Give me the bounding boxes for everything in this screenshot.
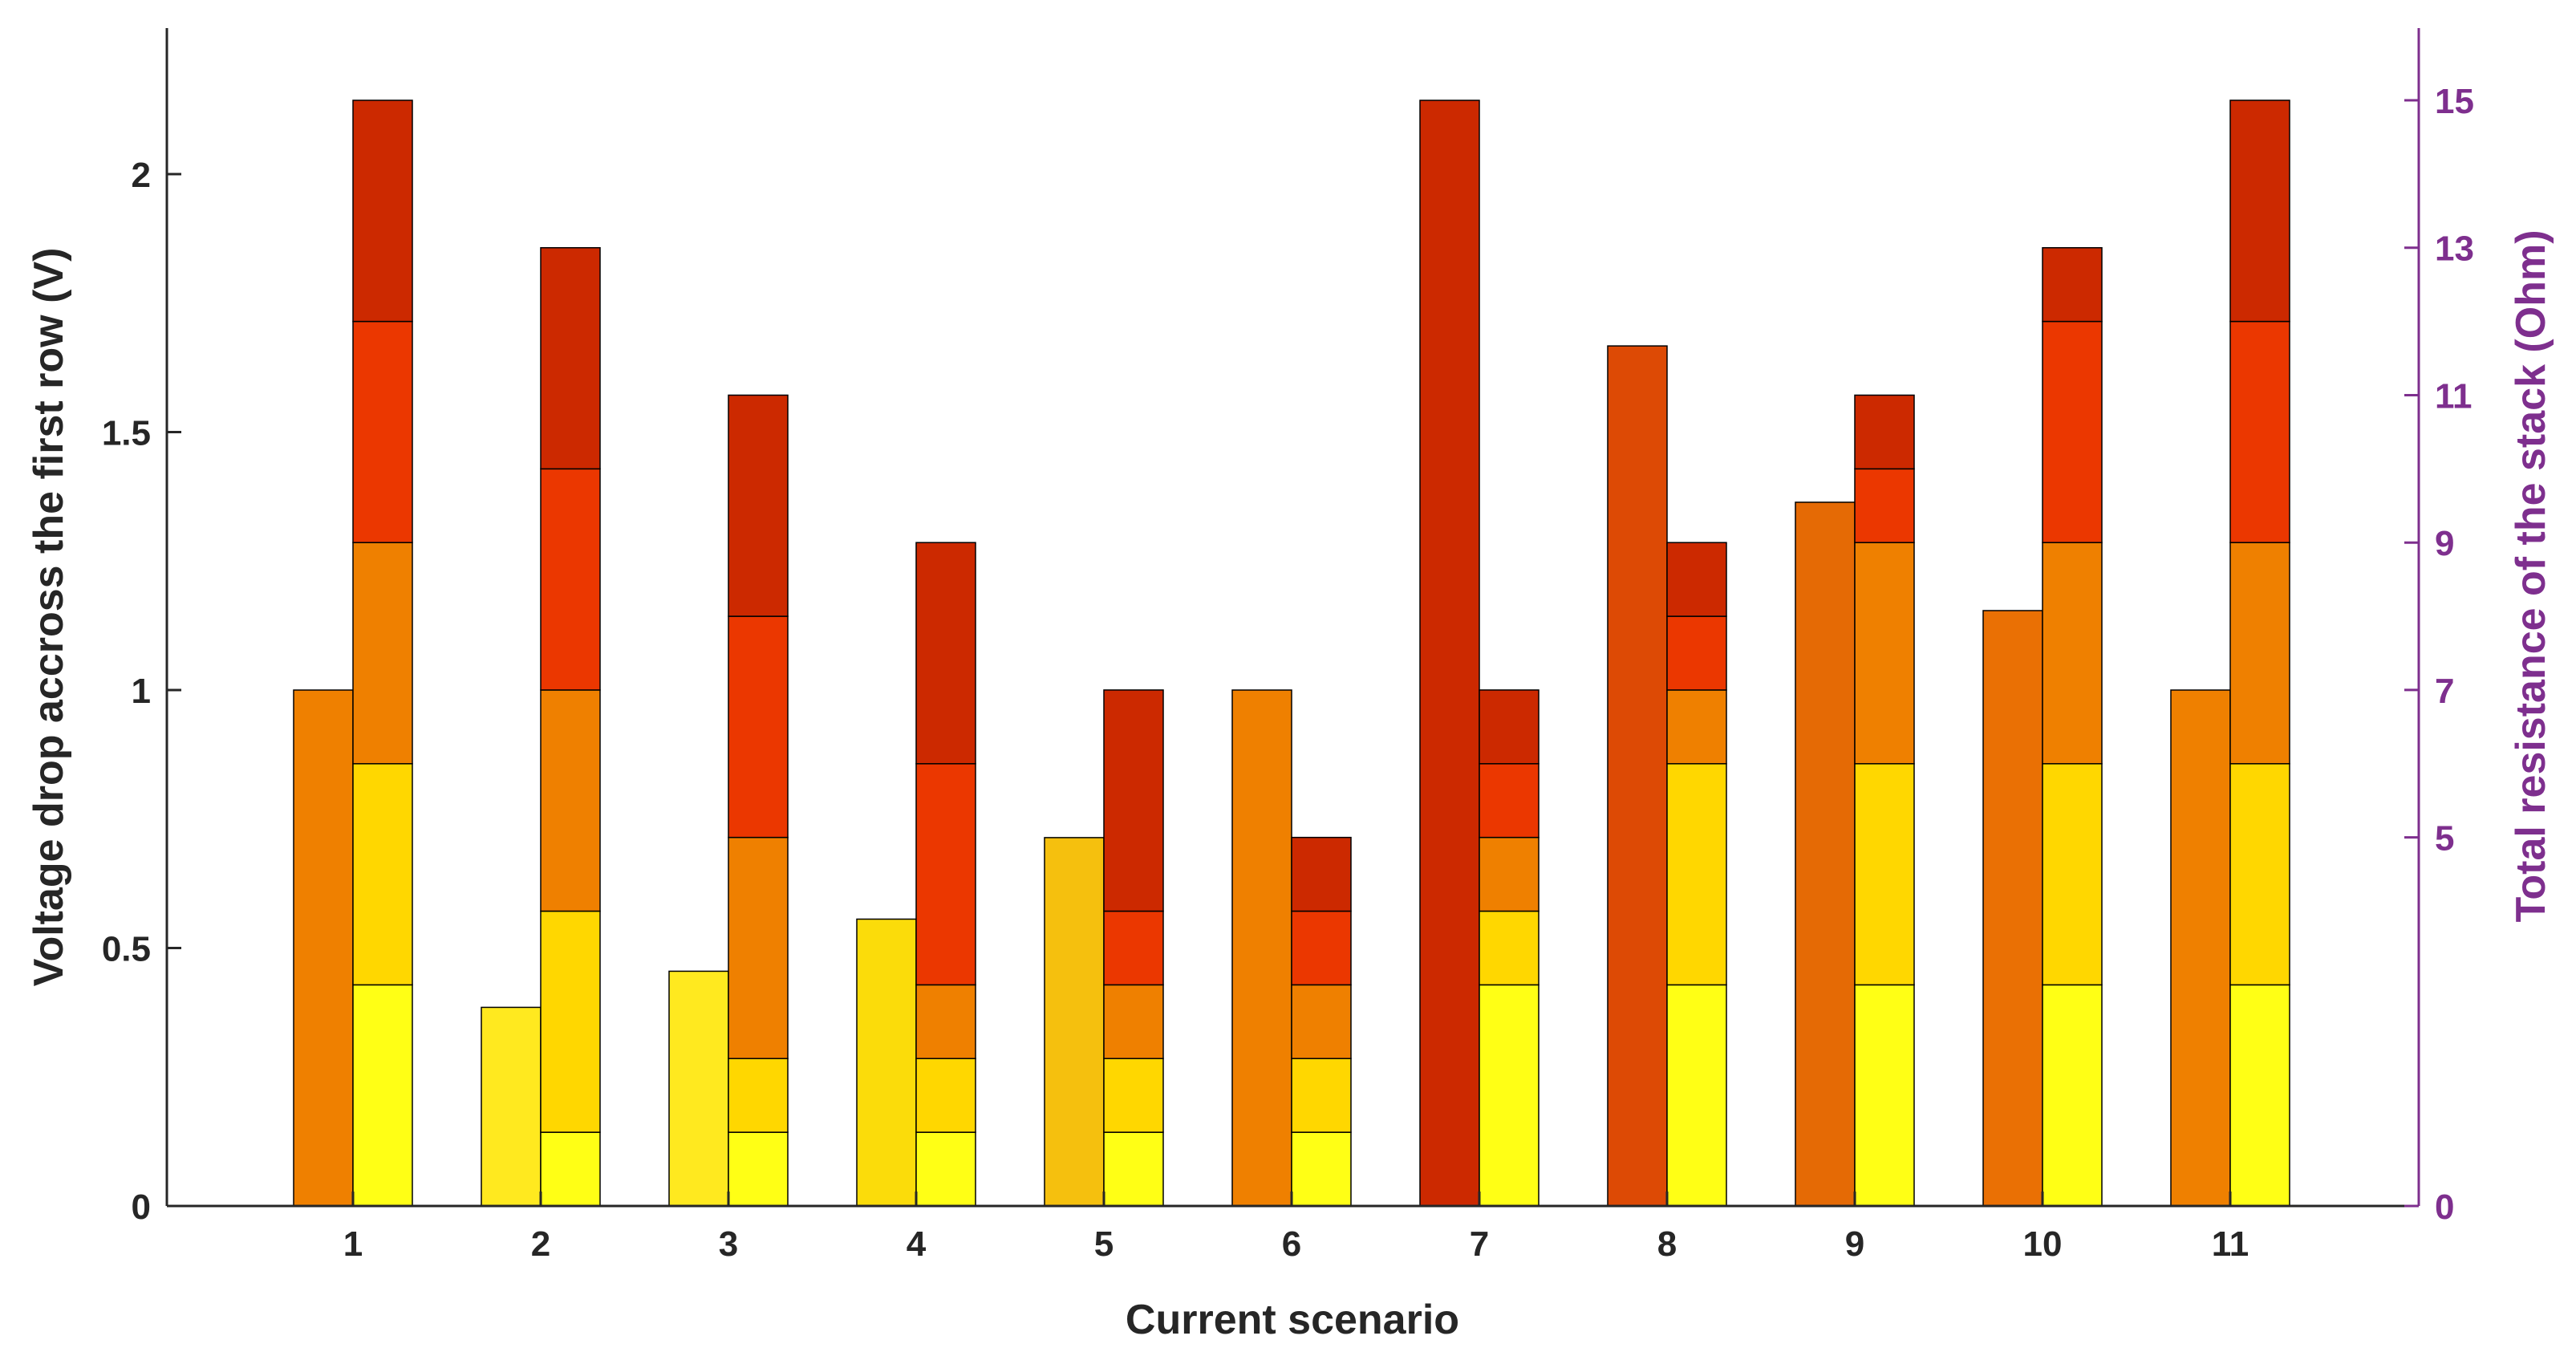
resistance-segment-8-3 [1666,689,1727,765]
left-y-ticks: 0 0.5 1 1.5 2 [102,156,181,1227]
resistance-segment-9-2 [1854,763,1915,986]
resistance-segment-2-1 [540,1131,601,1207]
voltage-bar-11 [2170,689,2231,1207]
resistance-segment-11-2 [2229,763,2290,986]
resistance-segment-10-2 [2042,763,2103,986]
resistance-segment-3-3 [728,836,789,1060]
resistance-segment-5-3 [1103,984,1164,1060]
right-tick-label-2: 7 [2435,672,2454,711]
resistance-segment-6-4 [1291,910,1352,986]
resistance-segment-9-5 [1854,394,1915,470]
x-tick-label-7: 7 [1470,1224,1489,1264]
resistance-segment-8-4 [1666,615,1727,691]
resistance-segment-4-3 [915,984,976,1060]
voltage-bar-9 [1795,501,1856,1207]
resistance-segment-8-2 [1666,763,1727,986]
resistance-segment-6-2 [1291,1058,1352,1133]
resistance-segment-7-3 [1479,836,1540,912]
left-tick-label-2: 1 [132,672,151,711]
resistance-segment-10-1 [2042,984,2103,1207]
resistance-segment-6-3 [1291,984,1352,1060]
x-tick-label-10: 10 [2023,1224,2063,1264]
right-tick-label-0: 0 [2435,1188,2454,1227]
left-tick-label-0: 0 [132,1188,151,1227]
resistance-segment-9-4 [1854,468,1915,543]
x-tick-label-8: 8 [1657,1224,1677,1264]
resistance-segment-8-5 [1666,542,1727,617]
left-tick-label-3: 1.5 [102,414,151,453]
resistance-segment-2-2 [540,910,601,1133]
resistance-segment-10-3 [2042,542,2103,765]
right-tick-label-3: 9 [2435,524,2454,563]
resistance-segment-2-5 [540,246,601,470]
resistance-segment-10-4 [2042,320,2103,543]
x-tick-label-2: 2 [531,1224,550,1264]
voltage-bar-8 [1607,345,1668,1207]
resistance-segment-3-5 [728,394,789,617]
resistance-segment-4-5 [915,542,976,765]
resistance-segment-3-1 [728,1131,789,1207]
resistance-segment-2-3 [540,689,601,912]
resistance-segment-8-1 [1666,984,1727,1207]
left-tick-label-4: 2 [132,156,151,195]
x-tick-label-6: 6 [1282,1224,1301,1264]
x-tick-label-3: 3 [719,1224,738,1264]
left-tick-label-1: 0.5 [102,930,151,969]
voltage-bars [293,99,2231,1207]
resistance-segment-1-1 [352,984,413,1207]
resistance-segment-3-2 [728,1058,789,1133]
resistance-segment-7-1 [1479,984,1540,1207]
resistance-segment-7-2 [1479,910,1540,986]
right-tick-label-1: 5 [2435,819,2454,859]
x-axis-title: Current scenario [1126,1297,1459,1343]
right-axis-title: Total resistance of the stack (Ohm) [2508,229,2554,922]
voltage-bar-6 [1231,689,1292,1207]
resistance-segment-11-4 [2229,320,2290,543]
right-y-ticks: 0 5 7 9 11 13 15 [2404,82,2474,1227]
left-axis-title: Voltage drop accross the first row (V) [26,248,72,987]
resistance-segment-11-1 [2229,984,2290,1207]
resistance-segment-4-1 [915,1131,976,1207]
resistance-segment-5-1 [1103,1131,1164,1207]
voltage-bar-5 [1044,837,1105,1207]
right-tick-label-6: 15 [2435,82,2474,121]
resistance-segment-10-5 [2042,246,2103,323]
resistance-segment-5-4 [1103,910,1164,986]
resistance-segment-5-2 [1103,1058,1164,1133]
voltage-bar-2 [481,1006,542,1207]
x-ticks: 1 2 3 4 5 6 7 8 9 10 11 [343,1192,2249,1264]
resistance-segment-1-4 [352,320,413,543]
x-tick-label-9: 9 [1845,1224,1864,1264]
x-tick-label-11: 11 [2212,1224,2249,1264]
resistance-segment-7-4 [1479,763,1540,838]
plot-area: 1 2 3 4 5 6 7 8 9 10 11 0 0.5 1 1.5 2 0 5 7 9 11 13 15 [102,28,2474,1264]
resistance-stacks [352,99,2290,1207]
resistance-segment-4-2 [915,1058,976,1133]
resistance-segment-5-5 [1103,689,1164,912]
resistance-segment-1-5 [352,99,413,323]
voltage-bar-1 [293,689,354,1207]
x-tick-label-1: 1 [343,1224,363,1264]
resistance-segment-9-3 [1854,542,1915,765]
resistance-segment-7-5 [1479,689,1540,765]
voltage-bar-10 [1982,610,2043,1207]
resistance-segment-9-1 [1854,984,1915,1207]
resistance-segment-11-5 [2229,99,2290,323]
voltage-bar-3 [668,970,729,1207]
resistance-segment-4-4 [915,763,976,986]
resistance-segment-2-4 [540,468,601,691]
resistance-segment-1-2 [352,763,413,986]
voltage-bar-7 [1419,99,1480,1207]
x-tick-label-5: 5 [1094,1224,1114,1264]
right-tick-label-4: 11 [2435,376,2473,416]
resistance-segment-6-5 [1291,836,1352,912]
resistance-segment-11-3 [2229,542,2290,765]
resistance-segment-3-4 [728,615,789,838]
resistance-segment-6-1 [1291,1131,1352,1207]
voltage-bar-4 [856,918,917,1207]
x-tick-label-4: 4 [907,1224,927,1264]
right-tick-label-5: 13 [2435,229,2474,269]
resistance-segment-1-3 [352,542,413,765]
